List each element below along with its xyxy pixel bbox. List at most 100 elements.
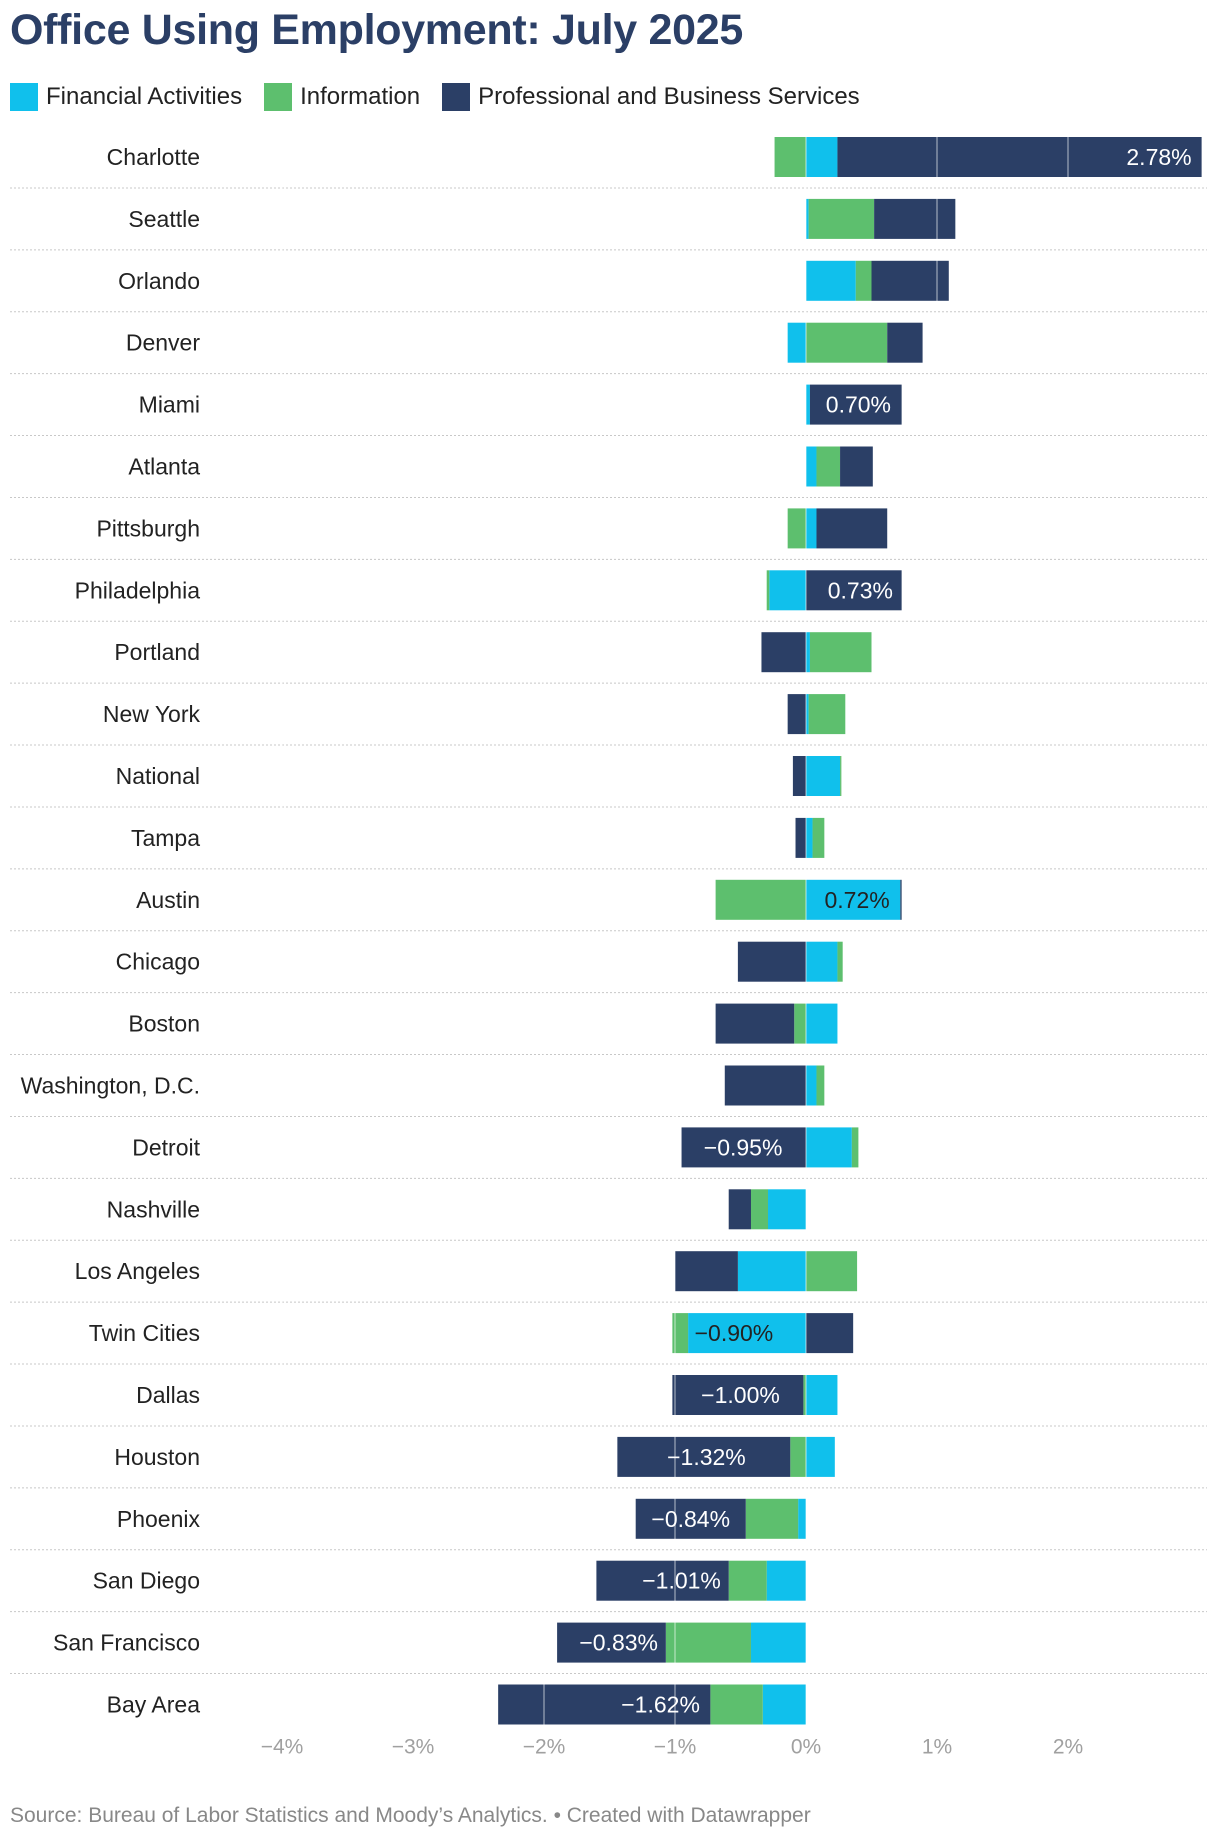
category-label: Bay Area	[107, 1692, 201, 1718]
legend-swatch-information	[264, 83, 293, 111]
bar-segment-pbs	[724, 1065, 806, 1106]
category-label: New York	[103, 701, 201, 727]
value-label: −1.32%	[667, 1444, 746, 1470]
bar-segment-fin	[806, 1127, 852, 1168]
category-label: Seattle	[128, 206, 200, 232]
category-label: Austin	[136, 887, 200, 913]
bar-segment-info	[808, 694, 846, 735]
bar-segment-pbs	[761, 632, 806, 673]
category-label: Orlando	[118, 268, 200, 294]
bar-segment-info	[766, 570, 770, 611]
category-label: Miami	[139, 392, 200, 418]
bar-segment-pbs	[900, 879, 902, 920]
category-label: Nashville	[107, 1196, 200, 1222]
value-label: 0.72%	[824, 887, 889, 913]
stacked-bar-chart: Charlotte 2.78% Seattle Orlando Denver Miami 0…	[10, 137, 1207, 1759]
bar-segment-fin	[806, 817, 813, 858]
bar-segment-fin	[806, 1065, 817, 1106]
bar-segment-pbs	[635, 1498, 746, 1539]
value-label: 0.73%	[828, 577, 893, 603]
bar-segment-fin	[787, 322, 806, 363]
legend-label: Information	[300, 83, 421, 110]
bar-segment-pbs	[806, 1313, 854, 1354]
x-tick-label: −2%	[523, 1736, 566, 1759]
bar-segment-fin	[806, 384, 810, 425]
bar-segment-fin	[688, 1313, 806, 1354]
legend-item-financial-activities: Financial Activities	[10, 83, 242, 111]
bar-segment-info	[790, 1436, 806, 1477]
bar-segment-info	[774, 137, 806, 177]
bar-segment-fin	[806, 446, 817, 487]
chart-title: Office Using Employment: July 2025	[10, 6, 743, 54]
category-label: Atlanta	[128, 454, 200, 480]
category-label: Philadelphia	[75, 577, 201, 603]
bar-segment-pbs	[672, 1375, 804, 1415]
legend-swatch-professional	[442, 83, 471, 111]
bar-segment-info	[806, 322, 888, 363]
bar-segment-fin	[806, 694, 809, 735]
bar-segment-pbs	[596, 1560, 729, 1601]
bar-segment-info	[728, 1560, 767, 1601]
category-label: Denver	[126, 330, 200, 356]
category-label: Detroit	[132, 1134, 200, 1160]
legend-label: Financial Activities	[46, 83, 243, 110]
bar-segment-pbs	[617, 1436, 791, 1477]
bar-segment-info	[808, 198, 875, 239]
category-label: Boston	[128, 1011, 200, 1037]
bar-segment-info	[665, 1622, 751, 1663]
bar-segment-info	[803, 1375, 806, 1415]
category-label: Phoenix	[117, 1506, 201, 1532]
bar-segment-fin	[806, 137, 838, 177]
bar-segment-pbs	[806, 570, 902, 611]
bar-segment-info	[855, 260, 872, 301]
bar-segment-fin	[769, 570, 806, 611]
x-tick-label: 1%	[922, 1736, 952, 1759]
source-note: Source: Bureau of Labor Statistics and M…	[10, 1804, 811, 1827]
bar-segment-pbs	[737, 941, 806, 982]
bar-segment-fin	[806, 1003, 838, 1044]
bar-segment-fin	[806, 879, 901, 920]
bar-segment-pbs	[787, 694, 806, 735]
bar-segment-pbs	[816, 508, 888, 549]
category-label: Pittsburgh	[96, 515, 200, 541]
bar-segment-info	[840, 756, 842, 796]
x-tick-label: 2%	[1053, 1736, 1083, 1759]
bar-segment-pbs	[792, 756, 806, 796]
bar-segment-fin	[750, 1622, 806, 1663]
bar-segment-info	[837, 941, 843, 982]
bar-segment-info	[750, 1189, 769, 1230]
category-label: San Francisco	[53, 1630, 200, 1656]
value-label: −0.84%	[651, 1506, 730, 1532]
category-label: Chicago	[116, 949, 200, 975]
bar-segment-fin	[806, 632, 810, 673]
bar-segment-info	[809, 632, 872, 673]
x-tick-label: 0%	[791, 1736, 821, 1759]
bar-segment-fin	[806, 756, 841, 796]
bar-segment-fin	[806, 508, 817, 549]
category-label: San Diego	[93, 1568, 200, 1594]
bar-segment-info	[794, 1003, 806, 1044]
value-label: −1.62%	[621, 1692, 700, 1718]
category-label: Portland	[114, 639, 200, 665]
bar-segment-pbs	[715, 1003, 795, 1044]
bar-segment-info	[851, 1127, 859, 1168]
legend-label: Professional and Business Services	[478, 83, 860, 110]
category-label: Charlotte	[107, 144, 200, 170]
bar-segment-pbs	[681, 1127, 806, 1168]
bar-segment-fin	[798, 1498, 806, 1539]
bar-segment-info	[806, 1251, 858, 1292]
category-label: Tampa	[131, 825, 200, 851]
value-label: 0.70%	[826, 392, 891, 418]
category-label: National	[116, 763, 200, 789]
bar-segment-fin	[806, 198, 809, 239]
bar-segment-fin	[806, 260, 856, 301]
value-label: −0.83%	[579, 1630, 658, 1656]
bar-segment-info	[816, 446, 841, 487]
bar-segment-pbs	[874, 198, 956, 239]
bar-segment-pbs	[840, 446, 873, 487]
x-tick-label: −1%	[654, 1736, 697, 1759]
bar-segment-pbs	[871, 260, 949, 301]
category-label: Dallas	[136, 1382, 200, 1408]
bar-segment-info	[710, 1684, 763, 1725]
category-label: Houston	[114, 1444, 200, 1470]
